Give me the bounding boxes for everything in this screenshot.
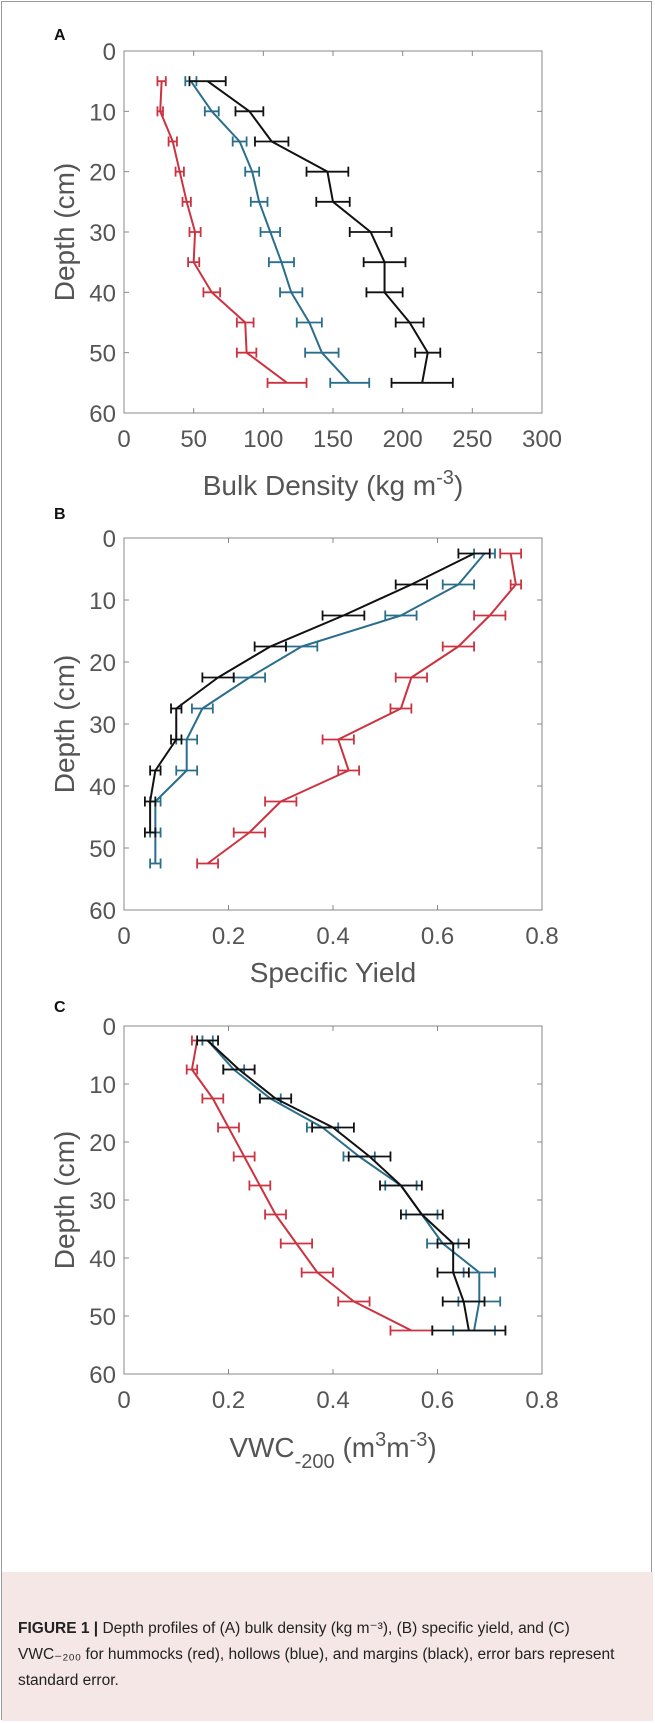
panel-c-x-label-m2: m	[386, 1432, 409, 1463]
panel-a-plot: 0 50 100 150 200 250 300 0 10 20 30 40 50 60	[89, 39, 562, 453]
panel-a-y-tick-label: 20	[89, 160, 116, 187]
panel-c-x-label-main: VWC	[229, 1432, 294, 1463]
panel-b-x-tick-label: 0.8	[525, 923, 558, 950]
panel-c-x-label-sup2: -3	[410, 1429, 428, 1451]
panel-c-plot: 0 0.2 0.4 0.6 0.8 0 10 20 30 40 50 60	[89, 1014, 558, 1414]
panel-b-axes-box	[123, 537, 543, 911]
panel-c-x-tick-label: 0.6	[421, 1387, 454, 1414]
panel-a: A Depth (cm) Bulk Density (kg m-3) 0 50 10…	[49, 27, 562, 501]
panel-b-x-axis-label: Specific Yield	[250, 957, 417, 988]
panel-c-x-tick-label: 0.4	[316, 1387, 349, 1414]
panel-c-x-axis-label: VWC-200 (m3m-3)	[229, 1429, 436, 1473]
panel-b-y-tick-label: 20	[89, 650, 116, 677]
panel-b-y-tick-label: 50	[89, 836, 116, 863]
panel-c-y-tick-label: 10	[89, 1072, 116, 1099]
panel-c: C Depth (cm) VWC-200 (m3m-3) 0 0.2 0.4 0.6 0…	[49, 999, 559, 1473]
panel-b-y-tick-label: 10	[89, 588, 116, 615]
panel-a-y-tick-label: 0	[103, 39, 116, 66]
panel-b-line-margins	[149, 552, 475, 833]
panel-b-y-tick-label: 60	[89, 898, 116, 925]
panel-a-x-tick-label: 100	[243, 426, 283, 453]
panel-a-x-label-tail: )	[454, 470, 463, 501]
panel-b-y-axis-label: Depth (cm)	[49, 655, 80, 793]
caption-text: Depth profiles of (A) bulk density (kg m…	[18, 1620, 615, 1689]
panel-b-x-tick-label: 0.4	[316, 923, 349, 950]
panel-c-y-tick-label: 0	[103, 1014, 116, 1041]
panel-a-x-label-main: Bulk Density (kg m	[203, 470, 436, 501]
panel-a-x-label-sup: -3	[436, 467, 454, 489]
panel-b-plot: 0 0.2 0.4 0.6 0.8 0 10 20 30 40 50 60	[89, 526, 558, 950]
panel-a-x-tick-label: 0	[117, 426, 130, 453]
figure-caption: FIGURE 1 | Depth profiles of (A) bulk de…	[2, 1572, 653, 1721]
panel-c-y-tick-label: 40	[89, 1246, 116, 1273]
panel-a-x-tick-label: 200	[383, 426, 423, 453]
panel-c-y-axis-label: Depth (cm)	[49, 1131, 80, 1269]
panel-a-x-tick-label: 300	[522, 426, 562, 453]
panel-b-x-tick-label: 0	[117, 923, 130, 950]
panel-c-y-tick-label: 60	[89, 1362, 116, 1389]
panel-a-y-tick-label: 30	[89, 220, 116, 247]
panel-c-x-tick-label: 0.8	[525, 1387, 558, 1414]
panel-b-x-tick-label: 0.2	[212, 923, 245, 950]
panel-a-y-tick-label: 60	[89, 401, 116, 428]
panel-b-y-tick-label: 40	[89, 774, 116, 801]
panel-c-y-tick-label: 50	[89, 1304, 116, 1331]
panel-c-x-label-tail: )	[427, 1432, 436, 1463]
panel-c-x-label-mid: (m	[335, 1432, 375, 1463]
panel-a-y-tick-label: 40	[89, 280, 116, 307]
panel-a-y-tick-label: 50	[89, 341, 116, 368]
panel-a-y-tick-label: 10	[89, 99, 116, 126]
panel-a-x-tick-label: 50	[180, 426, 207, 453]
panel-c-x-tick-label: 0	[117, 1387, 130, 1414]
panel-c-y-tick-label: 20	[89, 1130, 116, 1157]
panel-a-letter: A	[54, 27, 66, 44]
figure-canvas: A Depth (cm) Bulk Density (kg m-3) 0 50 10…	[49, 27, 562, 1473]
panel-c-x-label-sup1: 3	[375, 1429, 386, 1451]
panel-b-y-tick-label: 30	[89, 712, 116, 739]
panel-a-x-tick-label: 250	[452, 426, 492, 453]
panel-c-axes-box	[123, 1025, 543, 1375]
panel-b: B Depth (cm) Specific Yield 0 0.2 0.4 0.6 0.…	[49, 506, 559, 988]
panel-a-x-axis-label: Bulk Density (kg m-3)	[203, 467, 464, 501]
panel-a-axes-box	[123, 50, 543, 414]
panel-a-y-axis-label: Depth (cm)	[49, 163, 80, 301]
panel-a-x-tick-label: 150	[313, 426, 353, 453]
panel-c-y-tick-label: 30	[89, 1188, 116, 1215]
caption-title: FIGURE 1 |	[18, 1620, 99, 1637]
panel-c-x-label-sub: -200	[295, 1451, 335, 1473]
panel-b-letter: B	[54, 506, 66, 523]
panel-b-x-tick-label: 0.6	[421, 923, 454, 950]
panel-b-y-tick-label: 0	[103, 526, 116, 553]
panel-c-x-tick-label: 0.2	[212, 1387, 245, 1414]
panel-c-letter: C	[54, 999, 66, 1016]
